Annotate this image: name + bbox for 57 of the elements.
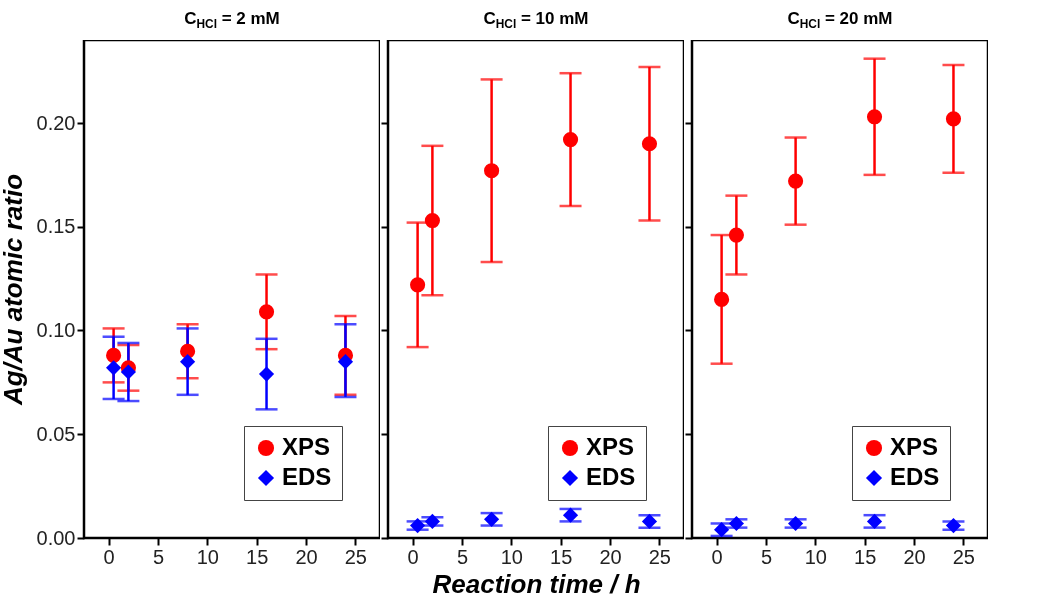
point bbox=[180, 354, 196, 370]
chart-title: C$_{HCl}$ = 2 mM bbox=[183, 8, 281, 34]
x-tick-label: 25 bbox=[344, 545, 367, 568]
y-axis-title: Ag/Au atomic ratio bbox=[0, 173, 28, 407]
x-tick-label: 0 bbox=[103, 545, 115, 568]
point bbox=[562, 132, 579, 148]
point bbox=[106, 347, 122, 363]
y-tick-label: 0.10 bbox=[36, 319, 76, 341]
x-tick-label: 15 bbox=[550, 545, 573, 568]
x-tick-label: 5 bbox=[152, 545, 165, 568]
y-tick-label: 0.00 bbox=[36, 526, 76, 549]
x-tick-label: 20 bbox=[599, 545, 622, 568]
x-tick-label: 10 bbox=[196, 545, 219, 568]
point bbox=[484, 163, 500, 179]
x-tick-label: 15 bbox=[246, 545, 269, 568]
x-tick-label: 25 bbox=[952, 545, 975, 568]
legend-label: XPS bbox=[586, 433, 635, 460]
point bbox=[866, 109, 883, 125]
y-tick-label: 0.15 bbox=[36, 215, 76, 238]
x-tick-label: 0 bbox=[407, 545, 419, 568]
point bbox=[337, 354, 354, 370]
point bbox=[424, 513, 440, 529]
chart-title: C$_{HCl}$ = 10 mM bbox=[482, 8, 590, 34]
y-tick-label: 0.05 bbox=[36, 422, 76, 445]
point bbox=[484, 511, 500, 527]
point bbox=[788, 515, 804, 532]
legend-label: XPS bbox=[890, 433, 939, 460]
legend-label: XPS bbox=[282, 433, 331, 460]
x-axis-title: Reaction time / h bbox=[432, 568, 641, 599]
point bbox=[728, 515, 744, 532]
legend-label: EDS bbox=[282, 463, 332, 490]
x-tick-label: 15 bbox=[854, 545, 877, 568]
y-tick-label: 0.20 bbox=[36, 111, 76, 134]
point bbox=[120, 364, 136, 380]
point bbox=[714, 291, 730, 307]
point bbox=[714, 522, 730, 538]
x-tick-label: 10 bbox=[804, 545, 827, 568]
x-tick-label: 25 bbox=[648, 545, 671, 568]
x-tick-label: 5 bbox=[456, 545, 469, 568]
x-tick-label: 20 bbox=[295, 545, 318, 568]
chart-title: C$_{HCl}$ = 20 mM bbox=[786, 8, 894, 34]
legend-label: EDS bbox=[586, 463, 636, 490]
point bbox=[728, 227, 744, 243]
legend-label: EDS bbox=[890, 463, 940, 490]
point bbox=[945, 111, 962, 127]
point bbox=[424, 212, 440, 229]
x-tick-label: 0 bbox=[711, 545, 723, 568]
point bbox=[641, 136, 658, 152]
x-tick-label: 10 bbox=[500, 545, 523, 568]
x-tick-label: 20 bbox=[903, 545, 926, 568]
point bbox=[258, 366, 275, 382]
x-tick-label: 5 bbox=[760, 545, 773, 568]
point bbox=[788, 173, 804, 189]
point bbox=[410, 517, 426, 534]
point bbox=[106, 360, 122, 376]
point bbox=[258, 304, 275, 320]
point bbox=[410, 277, 426, 293]
